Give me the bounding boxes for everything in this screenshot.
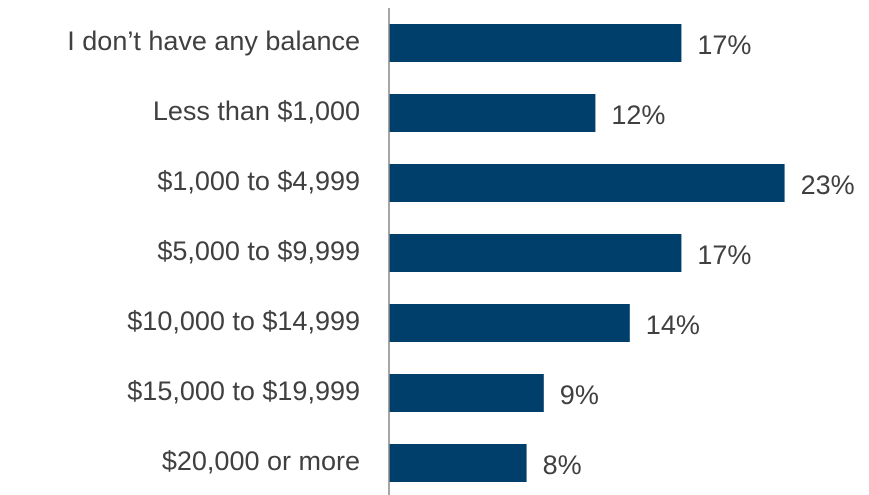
category-label: $15,000 to $19,999 xyxy=(127,376,360,406)
bar xyxy=(389,304,630,342)
category-label: $20,000 or more xyxy=(162,446,360,476)
bar xyxy=(389,234,682,272)
category-label: $1,000 to $4,999 xyxy=(157,166,360,196)
category-label: I don’t have any balance xyxy=(67,26,360,56)
value-label: 17% xyxy=(697,30,751,60)
bar xyxy=(389,374,544,412)
bar xyxy=(389,164,785,202)
value-label: 9% xyxy=(560,380,599,410)
bar xyxy=(389,444,527,482)
value-label: 8% xyxy=(543,450,582,480)
category-label: $5,000 to $9,999 xyxy=(157,236,360,266)
value-label: 17% xyxy=(697,240,751,270)
category-label: $10,000 to $14,999 xyxy=(127,306,360,336)
value-label: 23% xyxy=(801,170,855,200)
category-label: Less than $1,000 xyxy=(153,96,360,126)
value-label: 14% xyxy=(646,310,700,340)
bar xyxy=(389,94,596,132)
bar xyxy=(389,24,682,62)
value-label: 12% xyxy=(611,100,665,130)
